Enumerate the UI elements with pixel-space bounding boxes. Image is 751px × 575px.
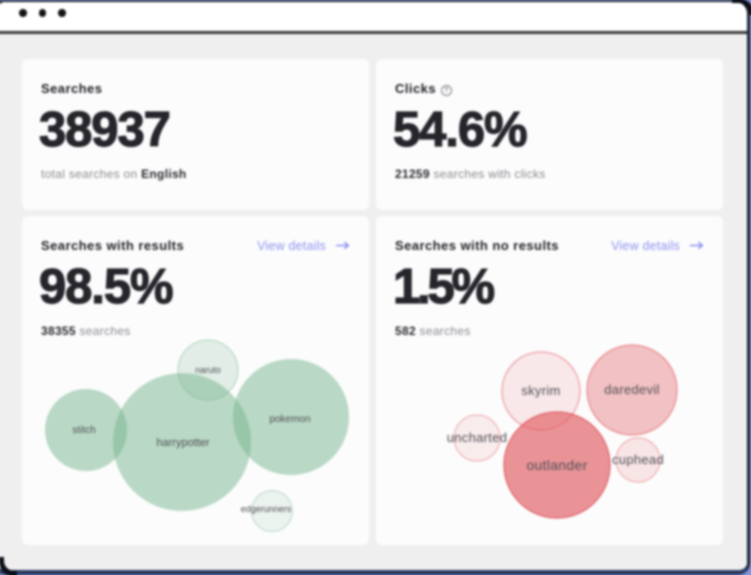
svg-text:naruto: naruto (195, 365, 221, 375)
svg-text:daredevil: daredevil (604, 382, 659, 397)
svg-text:skyrim: skyrim (521, 383, 560, 398)
svg-text:harrypotter: harrypotter (156, 437, 210, 449)
svg-text:stitch: stitch (72, 425, 95, 436)
svg-text:pokemon: pokemon (269, 414, 310, 425)
svg-text:outlander: outlander (526, 457, 587, 473)
svg-text:edgerunners: edgerunners (241, 504, 292, 514)
svg-text:cuphead: cuphead (612, 452, 664, 467)
svg-text:uncharted: uncharted (447, 430, 508, 445)
